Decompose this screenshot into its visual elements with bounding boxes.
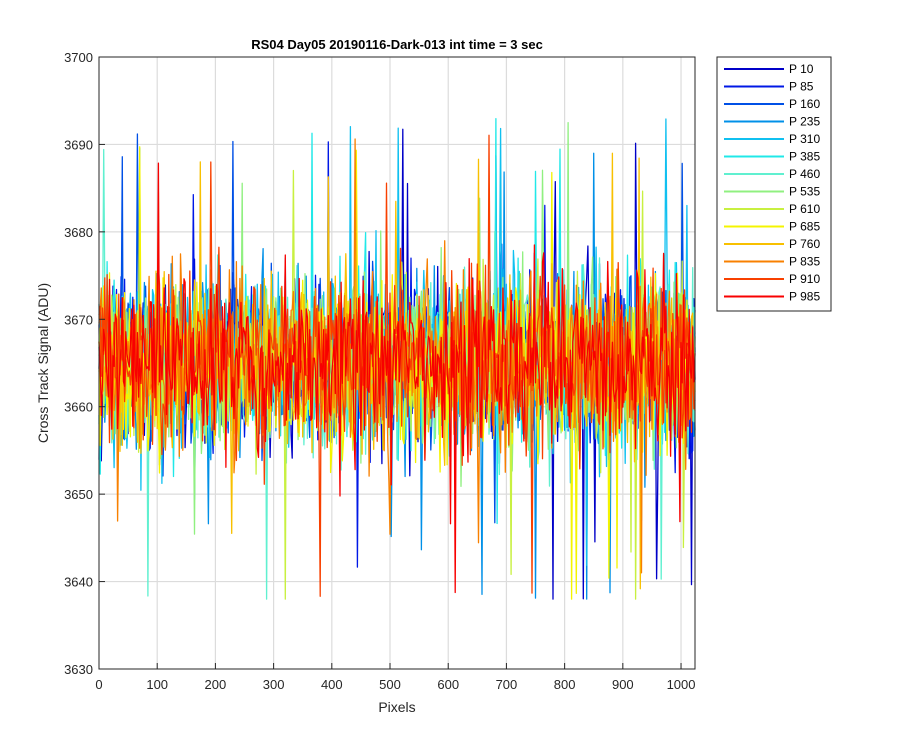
legend-entry: P 610 [789,202,820,216]
y-tick-label: 3690 [64,137,93,152]
x-tick-label: 0 [95,677,102,692]
legend-entry: P 835 [789,255,820,269]
legend-entry: P 385 [789,150,820,164]
x-tick-label: 900 [612,677,634,692]
x-tick-label: 500 [379,677,401,692]
y-axis-label: Cross Track Signal (ADU) [35,283,51,443]
legend-entry: P 535 [789,185,820,199]
y-tick-label: 3650 [64,487,93,502]
x-tick-label: 600 [437,677,459,692]
y-axis: 3630 3640 3650 3660 3670 3680 3690 3700 [64,50,105,677]
y-tick-label: 3660 [64,400,93,415]
x-tick-label: 200 [205,677,227,692]
series-line [98,162,696,594]
legend-entry: P 85 [789,80,814,94]
y-tick-label: 3680 [64,225,93,240]
legend-entry: P 160 [789,97,820,111]
y-tick-label: 3670 [64,312,93,327]
x-tick-label: 800 [554,677,576,692]
legend-entry: P 235 [789,115,820,129]
y-tick-label: 3640 [64,575,93,590]
x-tick-label: 700 [496,677,518,692]
x-tick-label: 400 [321,677,343,692]
legend-entry: P 10 [789,62,814,76]
legend-entry: P 685 [789,220,820,234]
x-axis-label: Pixels [378,699,415,715]
legend-entry: P 910 [789,272,820,286]
legend-entry: P 985 [789,290,820,304]
x-axis: 0 100 200 300 400 500 600 700 800 900 1000 [95,663,695,692]
legend: P 10 P 85 P 160 P 235 P 310 P 385 P 460 P 535 P … [716,56,832,312]
chart-title: RS04 Day05 20190116-Dark-013 int time = … [251,37,543,52]
x-tick-label: 1000 [667,677,696,692]
y-tick-label: 3700 [64,50,93,65]
legend-box [716,56,832,312]
plot-border [98,56,696,670]
y-tick-label: 3630 [64,662,93,677]
series-lines [98,118,696,600]
legend-entry: P 760 [789,237,820,251]
legend-entry: P 460 [789,167,820,181]
x-tick-label: 100 [146,677,168,692]
legend-entry: P 310 [789,132,820,146]
x-tick-label: 300 [263,677,285,692]
